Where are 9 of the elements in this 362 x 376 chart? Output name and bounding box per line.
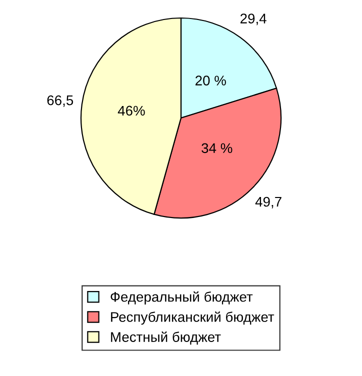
legend-label: Местный бюджет <box>111 332 221 345</box>
text: 46% <box>118 106 145 116</box>
data-label: 29,4 <box>240 14 266 26</box>
legend-label: Федеральный бюджет <box>110 291 253 305</box>
legend-label: Республиканский бюджет <box>111 311 274 325</box>
data-label: 49,7 <box>255 196 282 208</box>
text: 34 % <box>202 143 232 154</box>
data-label: 66,5 <box>47 95 74 107</box>
text: 20 % <box>196 76 226 86</box>
